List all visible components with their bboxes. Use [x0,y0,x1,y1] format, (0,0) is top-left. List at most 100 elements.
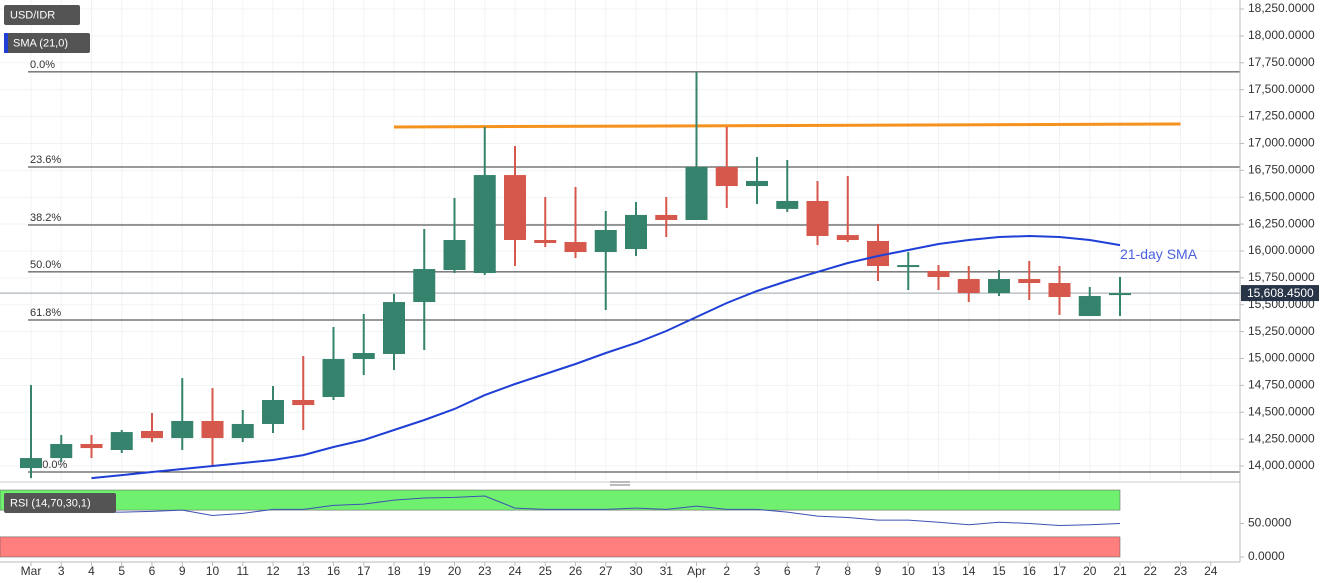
candle-body [776,200,799,209]
candle-body [292,400,315,406]
x-tick-label: 9 [179,564,186,578]
candle-body [201,420,224,439]
candle-body [443,240,466,270]
price-tag-label: 15,608.4500 [1247,286,1314,300]
y-tick-label: 18,000.0000 [1248,28,1315,42]
candle-body [594,230,617,253]
x-tick-label: 17 [1053,564,1067,578]
x-tick-label: 2 [723,564,730,578]
candle-body [927,270,950,277]
legend-box [4,5,80,25]
y-tick-label: 18,250.0000 [1248,1,1315,15]
x-tick-label: 23 [478,564,492,578]
y-tick-label: 16,250.0000 [1248,216,1315,230]
x-tick-label: 27 [599,564,613,578]
x-tick-label: 6 [149,564,156,578]
y-tick-label: 16,750.0000 [1248,162,1315,176]
rsi-legend-box [4,493,116,513]
x-tick-label: 3 [754,564,761,578]
candle-body [262,400,284,424]
x-tick-label: 10 [206,564,220,578]
legend: USD/IDR SMA (21,0) [4,5,90,53]
rsi-legend: RSI (14,70,30,1) [10,497,91,509]
x-tick-label: 18 [387,564,401,578]
x-tick-label: 12 [266,564,280,578]
y-tick-label: 17,250.0000 [1248,109,1315,123]
candle-body [504,175,526,240]
candle-body [655,214,678,220]
candle-body [1048,283,1071,297]
legend-box [4,33,90,53]
legend-swatch [4,33,8,53]
y-tick-label: 17,750.0000 [1248,55,1315,69]
x-tick-label: 15 [992,564,1006,578]
x-tick-label: 20 [1083,564,1097,578]
candle-body [80,443,103,449]
candle-body [322,359,345,397]
candle-body [685,166,708,220]
x-tick-label: 19 [418,564,432,578]
candle-body [473,175,496,274]
x-tick-label: 16 [327,564,341,578]
fib-label: 23.6% [30,154,61,166]
candle-body [957,279,980,294]
y-tick-label: 16,500.0000 [1248,189,1315,203]
x-tick-label: 10 [902,564,916,578]
candle-body [20,458,42,469]
candle-body [50,443,73,459]
candle-body [171,420,194,439]
candle-body [1078,296,1101,317]
price-pane: 0.0%23.6%38.2%50.0%61.8%100.0%21-day SMA [0,0,1240,480]
fib-label: 50.0% [30,259,61,271]
x-tick-label: 26 [569,564,583,578]
x-tick-label: 13 [932,564,946,578]
rsi-y-tick-label: 0.0000 [1248,549,1285,563]
x-tick-label: 23 [1174,564,1188,578]
y-tick-label: 14,000.0000 [1248,458,1315,472]
x-tick-label: 11 [237,564,250,578]
candle-body [413,269,436,303]
y-tick-label: 14,750.0000 [1248,378,1315,392]
x-tick-label: 4 [88,564,95,578]
candle-body [352,353,375,360]
x-tick-label: 8 [844,564,851,578]
candle-body [534,240,557,244]
rsi-band [0,489,1121,511]
y-tick-label: 17,500.0000 [1248,82,1315,96]
rsi-pane: RSI (14,70,30,1) [0,489,1121,558]
price-tag [1241,285,1319,302]
fib-label: 61.8% [30,307,61,319]
x-tick-label: 30 [629,564,643,578]
x-tick-label: 14 [962,564,976,578]
x-tick-label: 5 [118,564,125,578]
y-tick-label: 17,000.0000 [1248,136,1315,150]
x-tick-label: 24 [508,564,522,578]
sma-line [91,234,1121,480]
candle-body [1109,293,1131,296]
rsi-y-tick-label: 50.0000 [1248,516,1292,530]
rsi-line [30,495,1121,527]
x-tick-label: Apr [687,564,706,578]
candle-body [806,200,829,237]
fib-label: 0.0% [30,59,55,71]
x-tick-label: 20 [448,564,462,578]
x-tick-label: 21 [1113,564,1127,578]
y-tick-label: 15,250.0000 [1248,324,1315,338]
candle-body [141,430,163,439]
x-tick-label: 31 [660,564,674,578]
resistance-line [393,122,1181,129]
x-tick-label: 3 [58,564,65,578]
y-tick-label: 14,250.0000 [1248,431,1315,445]
y-tick-label: 15,750.0000 [1248,270,1315,284]
x-tick-label: 22 [1144,564,1158,578]
y-tick-label: 14,500.0000 [1248,404,1315,418]
x-tick-label: 24 [1204,564,1218,578]
x-tick-label: 7 [814,564,821,578]
x-tick-label: 16 [1023,564,1037,578]
candle-body [988,279,1010,294]
x-tick-label: 25 [539,564,553,578]
legend-title: USD/IDR [10,9,55,21]
candle-body [231,423,254,439]
